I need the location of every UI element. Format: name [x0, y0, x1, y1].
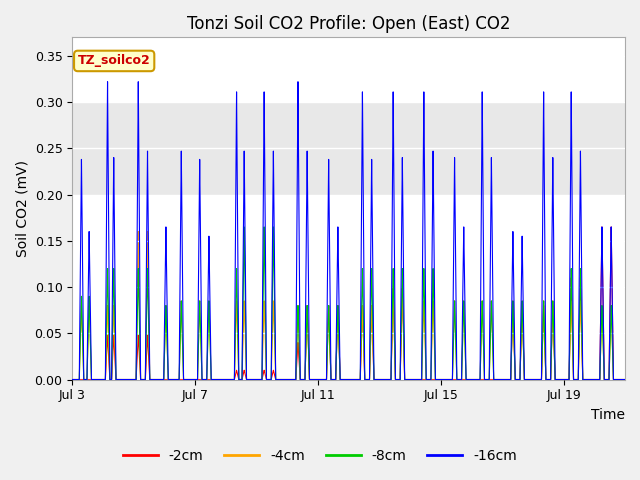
X-axis label: Time: Time	[591, 408, 625, 422]
Legend: -2cm, -4cm, -8cm, -16cm: -2cm, -4cm, -8cm, -16cm	[118, 443, 522, 468]
Title: Tonzi Soil CO2 Profile: Open (East) CO2: Tonzi Soil CO2 Profile: Open (East) CO2	[187, 15, 510, 33]
Bar	[72, 102, 625, 194]
Text: TZ_soilco2: TZ_soilco2	[78, 54, 150, 68]
Y-axis label: Soil CO2 (mV): Soil CO2 (mV)	[15, 160, 29, 257]
